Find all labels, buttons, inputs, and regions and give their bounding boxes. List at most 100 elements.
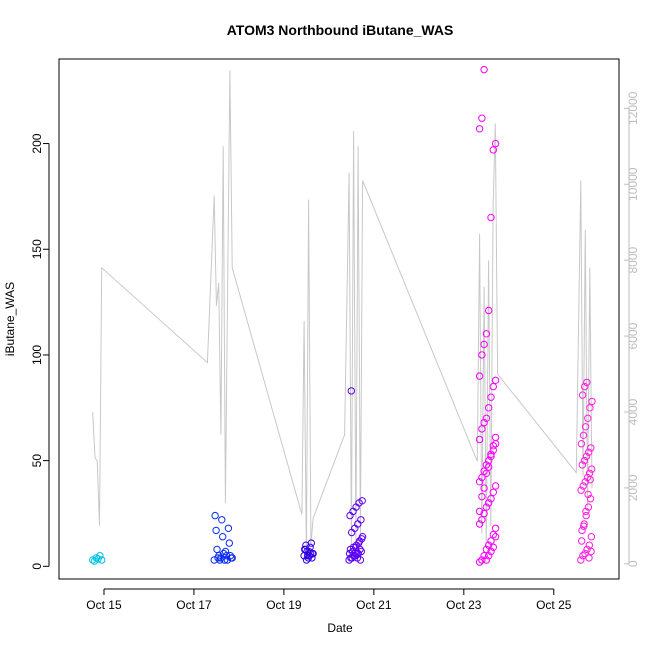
data-point — [356, 545, 364, 554]
data-point — [482, 469, 491, 477]
data-point — [491, 482, 500, 490]
data-point — [480, 418, 488, 427]
data-point — [581, 382, 589, 391]
data-point — [210, 556, 218, 564]
y-tick-label: 150 — [30, 239, 44, 259]
data-point — [487, 213, 495, 222]
data-point — [579, 431, 588, 439]
plot-frame — [58, 58, 620, 580]
data-point — [586, 476, 594, 484]
data-point — [485, 404, 493, 412]
data-point — [579, 482, 587, 490]
data-point — [485, 306, 493, 315]
data-point — [478, 556, 486, 564]
data-point — [587, 444, 595, 452]
data-point — [489, 446, 497, 454]
data-point — [475, 125, 484, 133]
data-point — [489, 442, 497, 450]
x-tick-label: Oct 15 — [86, 598, 122, 612]
data-point — [485, 499, 493, 507]
y-axis-label: iButane_WAS — [3, 282, 17, 356]
data-point — [489, 488, 497, 496]
data-point — [480, 509, 488, 518]
data-point — [225, 539, 234, 547]
data-point — [487, 393, 495, 401]
data-point — [489, 382, 497, 391]
y2-tick-label: 0 — [626, 560, 640, 567]
data-point — [577, 440, 586, 448]
data-point — [356, 556, 365, 564]
data-point — [489, 543, 497, 551]
data-point — [578, 537, 586, 545]
data-point — [302, 541, 310, 549]
data-point — [357, 547, 365, 556]
data-point — [582, 511, 590, 520]
y2-tick-label: 10000 — [626, 167, 640, 201]
y-tick-label: 200 — [30, 133, 44, 153]
axes-layer: Oct 15 Oct 17 Oct 19 Oct 21 Oct 23 Oct 25 0 50 1… — [30, 91, 640, 612]
data-point — [358, 535, 366, 543]
point-series-layer — [89, 65, 596, 566]
data-point — [480, 552, 488, 560]
data-point — [96, 552, 104, 560]
data-point — [578, 526, 586, 535]
data-point — [478, 492, 486, 501]
data-point — [577, 556, 585, 564]
data-point — [219, 533, 227, 541]
y-tick-label: 100 — [30, 345, 44, 365]
data-point — [478, 516, 486, 524]
data-point — [482, 461, 491, 469]
data-point — [580, 522, 588, 530]
y2-tick-label: 4000 — [626, 398, 640, 425]
data-point — [482, 503, 491, 511]
data-point — [581, 423, 590, 431]
data-point — [487, 450, 495, 458]
data-point — [480, 467, 488, 475]
data-point — [584, 490, 592, 499]
data-point — [487, 452, 495, 461]
data-point — [578, 461, 586, 469]
data-point — [305, 547, 313, 556]
y2-tick-label: 6000 — [626, 322, 640, 349]
x-tick-label: Oct 21 — [356, 598, 392, 612]
data-point — [475, 372, 484, 380]
data-point — [586, 495, 595, 503]
data-point — [582, 507, 590, 516]
x-tick-label: Oct 23 — [446, 598, 482, 612]
data-point — [487, 547, 495, 556]
chart-title: ATOM3 Northbound iButane_WAS — [227, 22, 454, 38]
data-point — [583, 378, 591, 387]
data-point — [584, 414, 592, 422]
data-point — [478, 425, 486, 433]
data-point — [485, 463, 493, 471]
data-point — [222, 552, 231, 560]
x-tick-label: Oct 19 — [266, 598, 302, 612]
x-axis-label: Date — [327, 621, 353, 635]
data-point — [586, 404, 594, 412]
data-point — [216, 556, 224, 564]
y2-tick-label: 12000 — [626, 91, 640, 125]
data-point — [581, 478, 589, 486]
data-point — [301, 545, 309, 554]
data-point — [478, 114, 486, 122]
data-point — [478, 351, 486, 359]
data-point — [491, 524, 500, 532]
data-point — [491, 376, 500, 384]
data-point — [580, 456, 589, 465]
data-point — [585, 448, 593, 456]
data-point — [218, 516, 226, 524]
y2-tick-label: 8000 — [626, 246, 640, 273]
data-point — [583, 545, 591, 554]
y-tick-label: 0 — [30, 563, 44, 570]
data-point — [475, 507, 484, 516]
data-point — [475, 558, 484, 566]
data-point — [357, 516, 365, 524]
data-point — [582, 452, 591, 461]
data-point — [475, 478, 484, 486]
x-tick-label: Oct 17 — [176, 598, 212, 612]
data-point — [485, 541, 493, 549]
data-point — [578, 391, 587, 399]
x-tick-label: Oct 25 — [536, 598, 572, 612]
data-point — [487, 537, 495, 545]
